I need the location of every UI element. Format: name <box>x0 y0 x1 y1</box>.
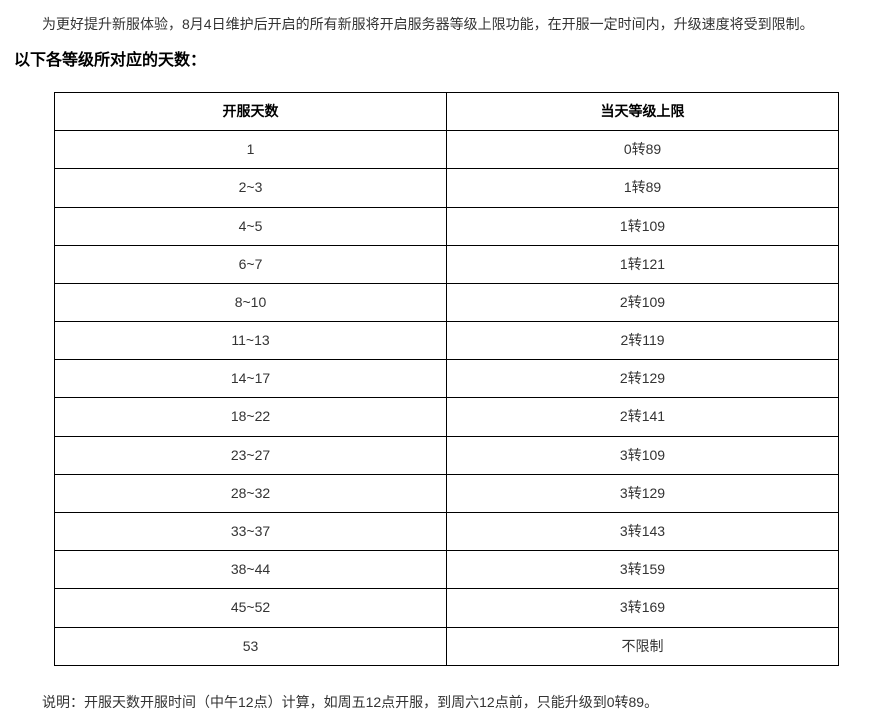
table-row: 23~273转109 <box>55 436 839 474</box>
table-cell-cap: 3转159 <box>447 551 839 589</box>
table-row: 33~373转143 <box>55 513 839 551</box>
table-cell-cap: 0转89 <box>447 131 839 169</box>
table-header-row: 开服天数 当天等级上限 <box>55 92 839 130</box>
intro-paragraph: 为更好提升新服体验，8月4日维护后开启的所有新服将开启服务器等级上限功能，在开服… <box>14 12 879 37</box>
table-cell-days: 8~10 <box>55 283 447 321</box>
table-cell-days: 14~17 <box>55 360 447 398</box>
table-cell-days: 18~22 <box>55 398 447 436</box>
table-row: 53不限制 <box>55 627 839 665</box>
table-cell-days: 28~32 <box>55 474 447 512</box>
table-row: 8~102转109 <box>55 283 839 321</box>
table-cell-cap: 2转119 <box>447 322 839 360</box>
table-cell-cap: 3转109 <box>447 436 839 474</box>
table-cell-cap: 2转109 <box>447 283 839 321</box>
table-cell-cap: 不限制 <box>447 627 839 665</box>
table-cell-days: 1 <box>55 131 447 169</box>
table-cell-days: 45~52 <box>55 589 447 627</box>
table-cell-days: 11~13 <box>55 322 447 360</box>
table-row: 2~31转89 <box>55 169 839 207</box>
table-header-cap: 当天等级上限 <box>447 92 839 130</box>
table-cell-days: 23~27 <box>55 436 447 474</box>
table-row: 45~523转169 <box>55 589 839 627</box>
table-cell-cap: 3转129 <box>447 474 839 512</box>
table-row: 14~172转129 <box>55 360 839 398</box>
table-header-days: 开服天数 <box>55 92 447 130</box>
table-cell-cap: 1转109 <box>447 207 839 245</box>
table-cell-cap: 3转169 <box>447 589 839 627</box>
table-cell-cap: 1转89 <box>447 169 839 207</box>
table-cell-days: 53 <box>55 627 447 665</box>
table-cell-days: 4~5 <box>55 207 447 245</box>
table-row: 6~71转121 <box>55 245 839 283</box>
level-cap-table: 开服天数 当天等级上限 10转892~31转894~51转1096~71转121… <box>54 92 839 666</box>
table-row: 4~51转109 <box>55 207 839 245</box>
table-cell-cap: 2转129 <box>447 360 839 398</box>
table-cell-days: 38~44 <box>55 551 447 589</box>
section-heading: 以下各等级所对应的天数： <box>14 47 879 76</box>
table-container: 开服天数 当天等级上限 10转892~31转894~51转1096~71转121… <box>14 92 879 666</box>
table-cell-cap: 3转143 <box>447 513 839 551</box>
table-cell-days: 2~3 <box>55 169 447 207</box>
table-row: 10转89 <box>55 131 839 169</box>
table-row: 11~132转119 <box>55 322 839 360</box>
table-cell-days: 6~7 <box>55 245 447 283</box>
table-cell-cap: 1转121 <box>447 245 839 283</box>
table-row: 28~323转129 <box>55 474 839 512</box>
table-cell-days: 33~37 <box>55 513 447 551</box>
note-paragraph: 说明：开服天数开服时间（中午12点）计算，如周五12点开服，到周六12点前，只能… <box>14 690 879 715</box>
table-cell-cap: 2转141 <box>447 398 839 436</box>
table-row: 18~222转141 <box>55 398 839 436</box>
table-row: 38~443转159 <box>55 551 839 589</box>
